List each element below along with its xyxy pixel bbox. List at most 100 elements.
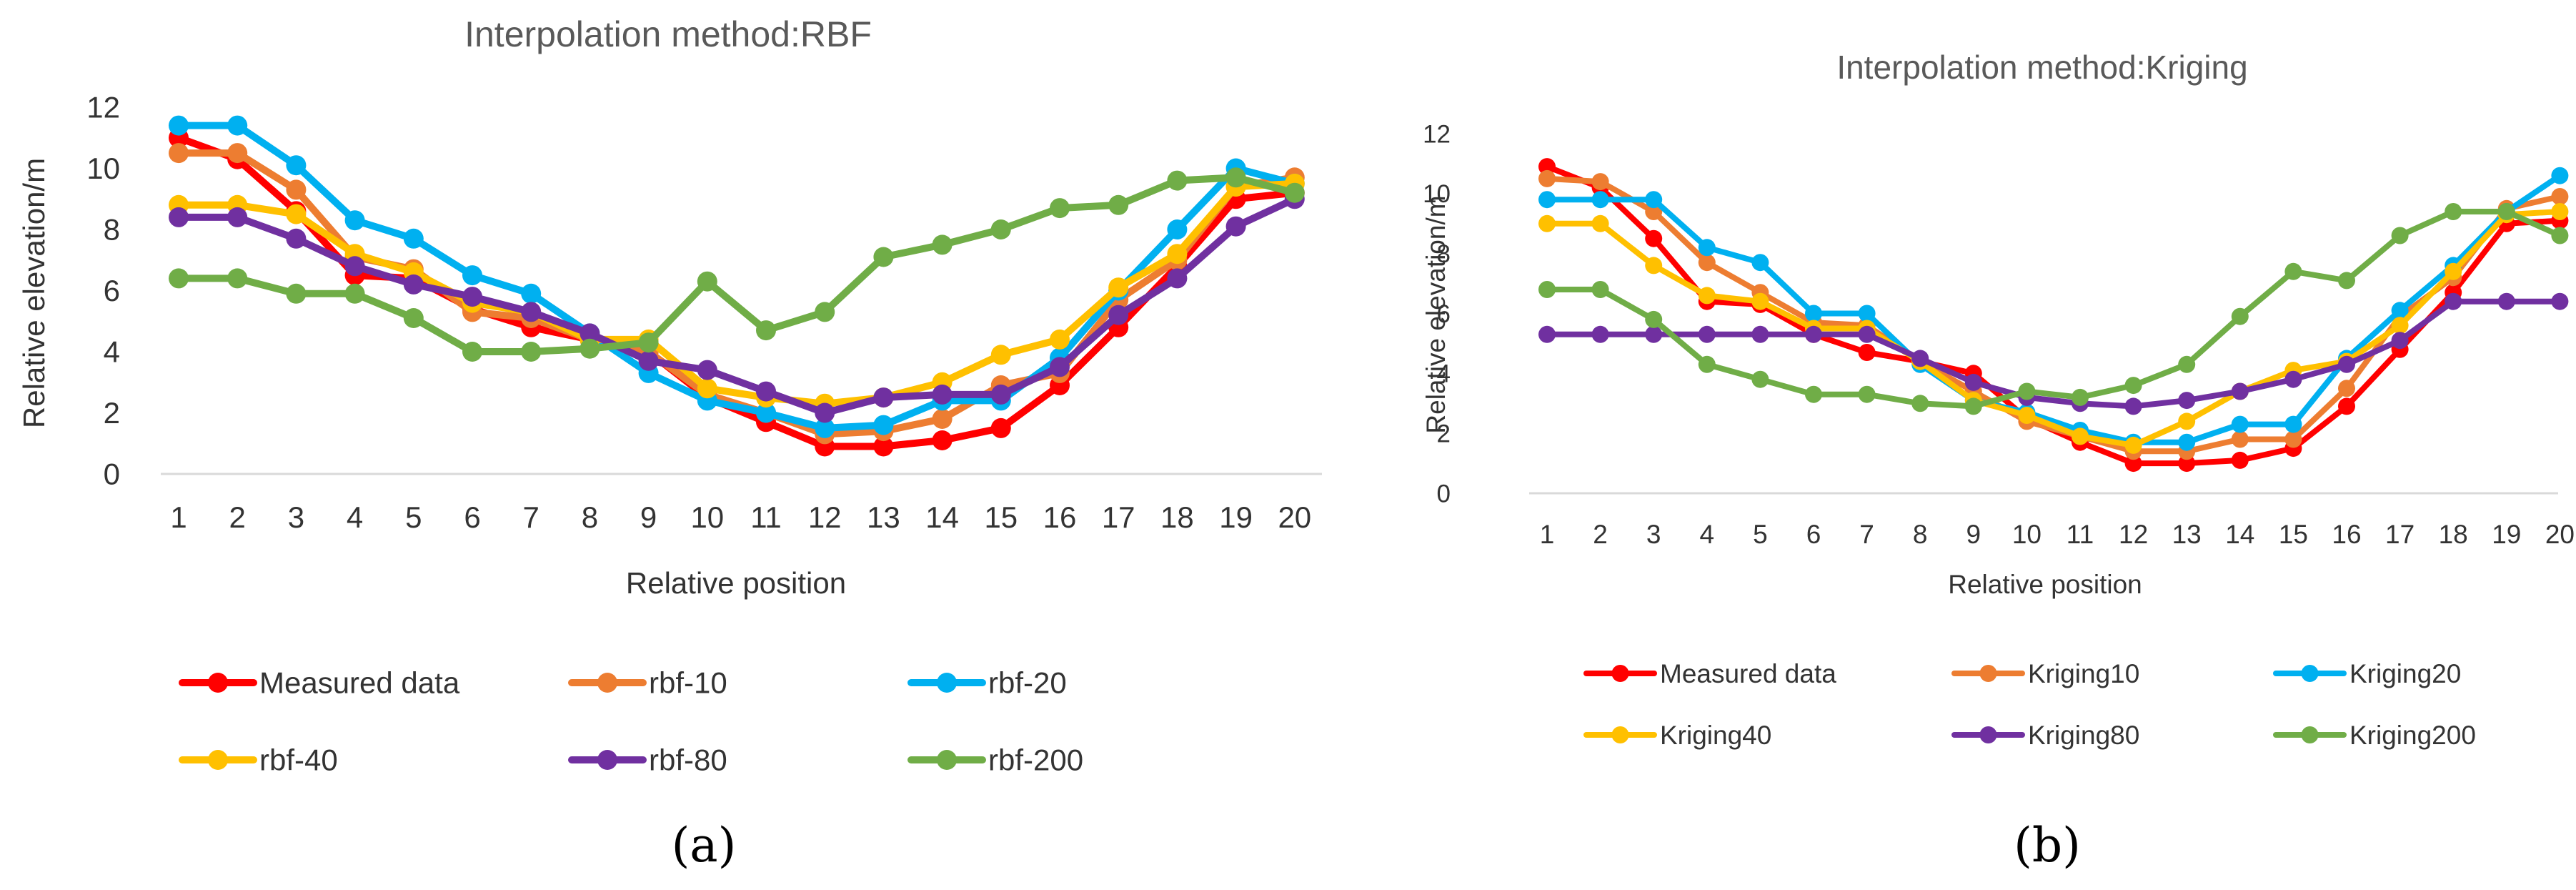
chart-1-series-5-point-10 — [2018, 382, 2036, 400]
chart-0-series-2-point-3 — [286, 155, 307, 176]
chart-0-series-5-point-9 — [638, 332, 659, 353]
chart-0-legend-swatch-marker-5 — [937, 750, 957, 770]
chart-0-series-5-point-3 — [286, 283, 307, 304]
chart-0-series-2-point-11 — [756, 402, 776, 423]
chart-1-legend-label-1: Kriging10 — [2028, 659, 2139, 688]
chart-1-legend-swatch-marker-3 — [1611, 726, 1629, 743]
chart-1-series-5-point-15 — [2284, 262, 2302, 280]
chart-1-legend-label-5: Kriging200 — [2349, 721, 2476, 750]
chart-0-series-4-point-14 — [932, 384, 953, 405]
chart-0-series-5-point-11 — [756, 320, 776, 341]
chart-0-x-tick-4: 4 — [347, 500, 363, 534]
chart-0-series-2-point-4 — [344, 210, 365, 231]
chart-1-legend-item-4: Kriging80 — [1951, 721, 2139, 750]
chart-0-series-5-point-12 — [815, 302, 835, 322]
chart-0-x-tick-6: 6 — [464, 500, 480, 534]
chart-0-series-2-point-18 — [1167, 219, 1188, 239]
chart-0-series-5-point-5 — [403, 308, 424, 328]
chart-0-y-tick-2: 2 — [104, 396, 120, 430]
chart-1-series-1-point-15 — [2284, 430, 2302, 448]
chart-0-series-4-point-12 — [815, 402, 835, 423]
chart-1-series-1-point-14 — [2231, 430, 2249, 448]
chart-1-series-2-point-17 — [2391, 302, 2409, 320]
chart-0-series-1-point-1 — [169, 143, 189, 164]
chart-0-series-5-point-2 — [227, 268, 248, 289]
chart-1-x-tick-2: 2 — [1593, 520, 1608, 549]
chart-1-title: Interpolation method:Kriging — [1836, 49, 2247, 86]
chart-1-series-5-point-13 — [2178, 355, 2196, 373]
chart-1-series-4-line — [1544, 298, 2563, 410]
chart-0-series-1-point-3 — [286, 179, 307, 200]
chart-1-legend-swatch-marker-5 — [2301, 726, 2319, 743]
chart-1-series-4-point-8 — [1911, 350, 1929, 367]
chart-0-series-5-point-8 — [580, 338, 600, 359]
chart-0-legend-swatch-marker-0 — [208, 673, 228, 693]
chart-1-legend-label-4: Kriging80 — [2028, 721, 2139, 750]
chart-0-x-tick-18: 18 — [1160, 500, 1194, 534]
chart-1-series-0-point-3 — [1645, 229, 1663, 247]
chart-1-series-2-point-6 — [1805, 305, 1822, 322]
chart-0-series-2-point-7 — [521, 283, 542, 304]
chart-1-series-5-point-4 — [1698, 355, 1716, 373]
chart-0-series-4-point-9 — [638, 350, 659, 371]
chart-1-x-tick-1: 1 — [1540, 520, 1555, 549]
chart-0-series-4-point-8 — [580, 323, 600, 344]
chart-0-series-5-point-18 — [1167, 170, 1188, 191]
chart-0-y-tick-8: 8 — [104, 213, 120, 247]
chart-1-x-tick-11: 11 — [2067, 520, 2094, 549]
chart-1-legend-item-3: Kriging40 — [1583, 721, 1771, 750]
chart-1-x-tick-5: 5 — [1753, 520, 1768, 549]
chart-0-series-4-point-1 — [169, 207, 189, 227]
chart-0-series-2-point-12 — [815, 417, 835, 438]
chart-1-series-4-point-9 — [1964, 373, 1982, 391]
chart-0-series-1-point-2 — [227, 143, 248, 164]
chart-0-legend-item-2: rbf-20 — [907, 666, 1067, 700]
chart-1-series-2-point-2 — [1591, 191, 1609, 209]
chart-0-legend: Measured data rbf-10 rbf-20 rbf-40 rbf-80 rbf… — [179, 666, 1083, 777]
chart-1-series-3-point-1 — [1538, 214, 1556, 232]
chart-0-legend-item-1: rbf-10 — [568, 666, 727, 700]
chart-0-legend-label-4: rbf-80 — [649, 743, 727, 777]
chart-1-series-3-point-18 — [2445, 262, 2462, 280]
chart-0-series-5 — [169, 167, 1305, 362]
chart-1-series-3-point-11 — [2072, 427, 2089, 445]
chart-0-series-3-point-10 — [697, 378, 717, 399]
chart-0-series-5-point-19 — [1225, 167, 1246, 188]
chart-0-series-1-point-14 — [932, 409, 953, 429]
chart-0-legend-label-3: rbf-40 — [259, 743, 338, 777]
chart-1-series-2-point-15 — [2284, 415, 2302, 433]
chart-0-series-3-point-18 — [1167, 244, 1188, 264]
chart-1-series-5-point-17 — [2391, 227, 2409, 244]
chart-1-legend-item-0: Measured data — [1583, 659, 1836, 688]
chart-1-x-tick-19: 19 — [2492, 520, 2521, 549]
chart-0-y-tick-0: 0 — [104, 458, 120, 491]
chart-0-panel-label: (a) — [672, 818, 737, 873]
chart-0-series-4-point-7 — [521, 302, 542, 322]
chart-0-series-5-point-7 — [521, 342, 542, 362]
chart-1-series-1-point-16 — [2338, 380, 2355, 397]
chart-0-series-5-point-6 — [462, 342, 482, 362]
chart-1-x-tick-6: 6 — [1806, 520, 1821, 549]
chart-1-series-5-point-3 — [1645, 310, 1663, 328]
chart-1-series-2-point-3 — [1645, 191, 1663, 209]
chart-0-legend-swatch-marker-2 — [937, 673, 957, 693]
chart-1-series-4-point-7 — [1858, 325, 1876, 343]
chart-1-series-1-point-2 — [1591, 173, 1609, 191]
chart-1-series-2-point-14 — [2231, 415, 2249, 433]
chart-0-series-4-point-5 — [403, 274, 424, 295]
chart-1-x-tick-12: 12 — [2119, 520, 2148, 549]
chart-0-series-2-point-2 — [227, 115, 248, 136]
chart-0-y-axis-label: Relative elevation/m — [17, 158, 51, 428]
chart-1-series-5-line — [1544, 209, 2563, 410]
chart-1-series-5-point-16 — [2338, 272, 2355, 290]
chart-1-y-tick-12: 12 — [1423, 120, 1451, 148]
chart-1-x-tick-9: 9 — [1966, 520, 1981, 549]
chart-1-x-tick-14: 14 — [2225, 520, 2254, 549]
chart-0-legend-item-5: rbf-200 — [907, 743, 1083, 777]
chart-0-legend-label-2: rbf-20 — [988, 666, 1067, 700]
chart-1-series-5-point-18 — [2445, 203, 2462, 220]
chart-1-series-4-point-5 — [1751, 325, 1769, 343]
chart-0-series-5-point-16 — [1050, 198, 1070, 219]
chart-0-x-tick-5: 5 — [405, 500, 422, 534]
